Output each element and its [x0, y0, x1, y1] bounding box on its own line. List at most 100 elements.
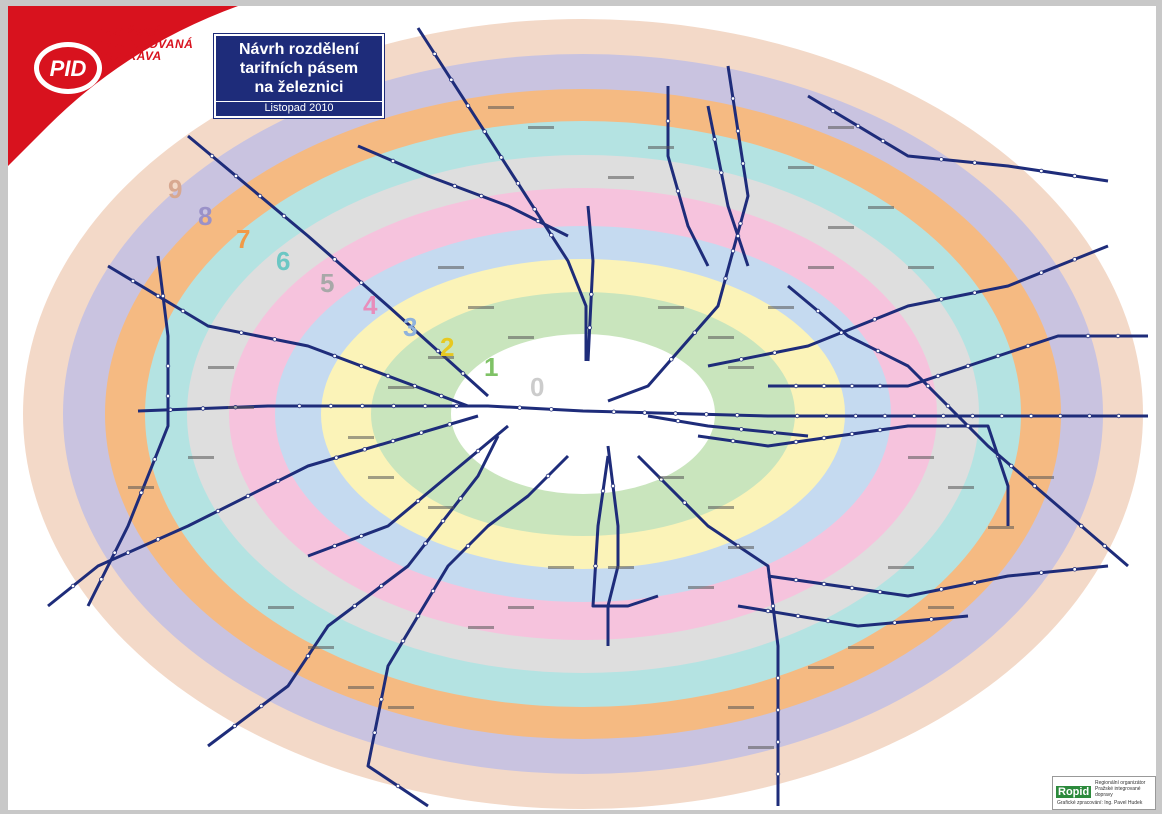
station-dot — [972, 580, 977, 585]
map-sheet: PID PRAŽSKÁ INTEGROVANÁ DOPRAVA Návrh ro… — [8, 6, 1156, 810]
ropid-org-line-2: Pražské integrované dopravy — [1095, 786, 1141, 798]
station-dot — [877, 383, 883, 389]
station-dot — [965, 363, 971, 369]
station-label-placeholder — [948, 486, 974, 489]
station-dot — [775, 771, 781, 777]
station-dot — [155, 293, 161, 299]
station-dot — [165, 363, 171, 369]
station-dot — [360, 403, 365, 409]
station-dot — [410, 326, 416, 331]
station-dot — [765, 608, 771, 614]
station-dot — [532, 207, 537, 212]
station-dot — [1072, 257, 1077, 262]
railway-line — [767, 564, 1109, 598]
station-dot — [454, 403, 459, 409]
station-dot — [130, 278, 136, 284]
station-label-placeholder — [748, 746, 774, 749]
station-label-placeholder — [828, 226, 854, 229]
pid-logo-text: PRAŽSKÁ INTEGROVANÁ DOPRAVA — [100, 26, 193, 62]
station-label-placeholder — [768, 306, 794, 309]
station-dot — [642, 410, 647, 415]
station-dot — [1028, 413, 1034, 419]
station-dot — [925, 383, 931, 389]
station-dot — [675, 418, 681, 424]
station-dot — [772, 430, 777, 435]
station-dot — [359, 533, 364, 539]
station-label-placeholder — [708, 336, 734, 339]
station-dot — [911, 413, 917, 419]
station-dot — [334, 455, 339, 460]
station-label-placeholder — [388, 386, 414, 389]
zone-label-9: 9 — [168, 174, 183, 204]
station-dot — [821, 581, 827, 587]
station-dot — [723, 276, 728, 281]
station-dot — [297, 403, 302, 409]
station-label-placeholder — [1028, 476, 1054, 479]
station-dot — [775, 707, 781, 713]
station-dot — [379, 583, 384, 589]
station-dot — [281, 213, 287, 219]
station-label-placeholder — [688, 586, 714, 589]
station-dot — [160, 293, 166, 299]
station-dot — [882, 413, 888, 419]
station-dot — [830, 108, 836, 114]
station-dot — [739, 357, 744, 362]
zone-label-2: 2 — [440, 332, 455, 362]
station-label-placeholder — [508, 606, 534, 609]
station-dot — [945, 423, 951, 429]
station-dot — [165, 393, 171, 399]
station-dot — [449, 77, 454, 82]
station-dot — [515, 181, 521, 186]
pid-logo: PID PRAŽSKÁ INTEGROVANÁ DOPRAVA — [8, 6, 258, 166]
station-dot — [460, 371, 466, 376]
station-dot — [669, 357, 674, 362]
station-dot — [475, 448, 481, 454]
station-label-placeholder — [528, 126, 554, 129]
station-dot — [704, 412, 709, 417]
station-dot — [379, 697, 384, 702]
logo-line-2: INTEGROVANÁ — [100, 37, 194, 51]
station-label-placeholder — [388, 706, 414, 709]
station-dot — [70, 583, 76, 589]
station-label-placeholder — [658, 306, 684, 309]
station-label-placeholder — [808, 266, 834, 269]
station-dot — [1039, 168, 1044, 174]
station-dot — [545, 473, 551, 479]
station-dot — [458, 496, 463, 501]
station-dot — [941, 413, 946, 419]
station-dot — [939, 157, 944, 162]
station-label-placeholder — [928, 606, 954, 609]
title-line-1: Návrh rozdělení — [238, 41, 360, 58]
station-dot — [332, 257, 337, 262]
station-label-placeholder — [848, 646, 874, 649]
ropid-author: Grafické zpracování: Ing. Pavel Hudek — [1057, 800, 1143, 806]
station-dot — [849, 585, 855, 591]
ropid-footer: Ropid Regionální organizátor Pražské int… — [1052, 776, 1156, 810]
station-label-placeholder — [658, 476, 684, 479]
station-dot — [391, 403, 396, 409]
station-dot — [929, 617, 934, 622]
station-label-placeholder — [608, 176, 634, 179]
station-dot — [587, 325, 592, 330]
station-dot — [939, 297, 944, 302]
station-dot — [415, 613, 421, 619]
station-label-placeholder — [438, 266, 464, 269]
station-dot — [430, 588, 436, 594]
station-dot — [775, 739, 781, 745]
station-dot — [1039, 270, 1044, 275]
station-dot — [479, 193, 484, 199]
station-dot — [839, 330, 844, 335]
station-dot — [877, 427, 883, 433]
tariff-zone-map — [23, 19, 1148, 809]
station-label-placeholder — [988, 526, 1014, 529]
station-label-placeholder — [428, 356, 454, 359]
station-dot — [880, 138, 886, 144]
station-dot — [965, 423, 971, 429]
station-dot — [735, 233, 741, 239]
station-dot — [734, 412, 740, 418]
station-dot — [139, 490, 144, 495]
station-dot — [939, 587, 944, 592]
station-dot — [995, 353, 1001, 359]
station-dot — [435, 348, 441, 354]
station-dot — [99, 577, 104, 582]
